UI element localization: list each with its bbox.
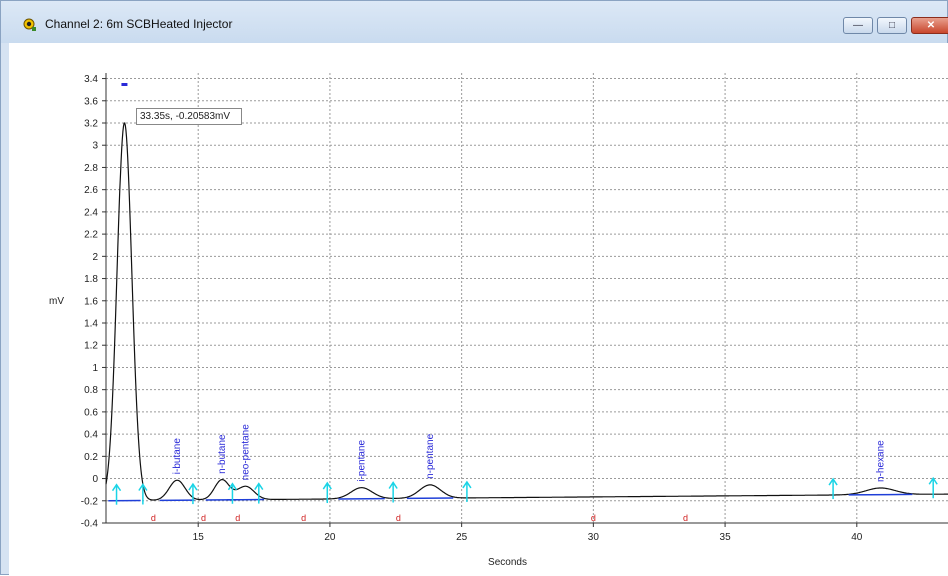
y-tick-label: 3.6 <box>84 96 98 107</box>
signal-trace <box>106 123 948 500</box>
event-marker: d <box>301 513 306 523</box>
y-tick-label: 2 <box>92 252 98 263</box>
x-tick-label: 40 <box>851 532 863 543</box>
y-tick-label: 2.2 <box>84 230 98 241</box>
y-tick-label: 0.8 <box>84 385 98 396</box>
chart-area[interactable]: 15 20 25 30 35 40 -0.4 -0.2 0 0.2 0.4 0.6 0.8 1 1.2 1.4… <box>9 43 948 576</box>
y-tick-label: -0.2 <box>81 496 99 507</box>
event-marker: d <box>201 513 206 523</box>
x-tick-label: 30 <box>588 532 600 543</box>
y-tick-label: 2.8 <box>84 163 98 174</box>
peak-label: i-pentane <box>357 440 368 482</box>
y-tick-label: 2.6 <box>84 185 98 196</box>
y-tick-label: 1 <box>92 363 98 374</box>
x-tick-label: 15 <box>193 532 205 543</box>
y-tick-label: 3.4 <box>84 74 98 85</box>
x-axis-label: Seconds <box>488 557 527 568</box>
window-title: Channel 2: 6m SCBHeated Injector <box>45 17 232 31</box>
y-tick-label: 3 <box>92 141 98 152</box>
cursor-marker <box>121 83 127 86</box>
peak-baseline <box>849 494 913 495</box>
x-tick-label: 20 <box>324 532 336 543</box>
y-axis-label: mV <box>49 296 64 307</box>
gc-app-icon <box>23 18 37 32</box>
y-tick-label: 1.8 <box>84 274 98 285</box>
event-marker: d <box>396 513 401 523</box>
y-tick-label: 3.2 <box>84 119 98 130</box>
event-marker: d <box>151 513 156 523</box>
y-tick-label: -0.4 <box>81 519 99 530</box>
peak-label: i-butane <box>172 438 183 475</box>
event-marker: d <box>235 513 240 523</box>
maximize-button[interactable]: □ <box>877 17 907 34</box>
title-bar[interactable]: Channel 2: 6m SCBHeated Injector — □ ✕ <box>1 1 947 43</box>
y-tick-label: 0.4 <box>84 430 98 441</box>
close-button[interactable]: ✕ <box>911 17 948 34</box>
peak-label: n-hexane <box>876 440 887 482</box>
cursor-readout: 33.35s, -0.20583mV <box>136 108 242 125</box>
event-marker: d <box>591 513 596 523</box>
y-tick-label: 0 <box>92 474 98 485</box>
y-tick-label: 1.6 <box>84 296 98 307</box>
minimize-button[interactable]: — <box>843 17 873 34</box>
peak-label: n-pentane <box>425 433 436 478</box>
x-tick-label: 35 <box>720 532 732 543</box>
y-tick-label: 2.4 <box>84 207 98 218</box>
y-tick-label: 1.4 <box>84 319 98 330</box>
peak-label: n-butane <box>217 434 228 474</box>
x-tick-label: 25 <box>456 532 468 543</box>
y-tick-label: 0.2 <box>84 452 98 463</box>
peak-label: neo-pentane <box>241 424 252 481</box>
y-tick-label: 1.2 <box>84 341 98 352</box>
y-tick-label: 0.6 <box>84 407 98 418</box>
event-marker: d <box>683 513 688 523</box>
